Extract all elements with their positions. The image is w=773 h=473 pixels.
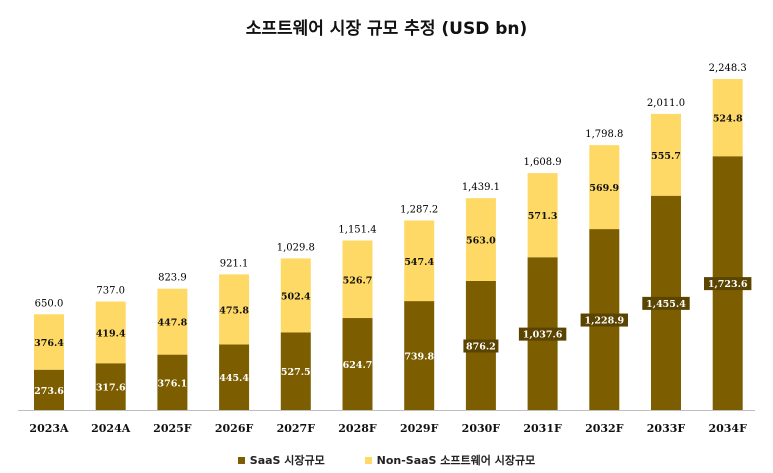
saas-value-label-2032F: 1,228.9: [584, 316, 624, 327]
legend-swatch-saas: [237, 456, 245, 464]
legend-label-saas: SaaS 시장규모: [249, 454, 325, 467]
x-tick-label-2028F: 2028F: [338, 422, 377, 435]
bar-non-saas-2033F: [651, 113, 681, 196]
bar-saas-2026F: [219, 344, 250, 410]
saas-label-box-2032F: [580, 313, 628, 327]
bar-saas-2024A: [95, 363, 126, 410]
bar-non-saas-2028F: [342, 240, 373, 319]
saas-value-label-2031F: 1,037.6: [523, 330, 563, 341]
legend-item-non-saas: Non-SaaS 소프트웨어 시장규모: [364, 452, 536, 468]
bar-non-saas-2023A: [34, 314, 64, 370]
bar-saas-2029F: [404, 301, 435, 410]
total-label-2031F: 1,608.9: [524, 157, 562, 168]
saas-value-label-2028F: 624.7: [343, 360, 373, 371]
saas-value-label-2026F: 445.4: [219, 373, 249, 384]
total-label-2023A: 650.0: [35, 298, 64, 309]
x-tick-label-2034F: 2034F: [708, 422, 747, 435]
total-label-2025F: 823.9: [158, 273, 187, 284]
total-label-2024A: 737.0: [96, 285, 125, 296]
saas-value-label-2029F: 739.8: [404, 352, 434, 363]
bar-non-saas-2034F: [712, 78, 743, 157]
x-tick-label-2026F: 2026F: [215, 422, 254, 435]
legend: SaaS 시장규모 Non-SaaS 소프트웨어 시장규모: [0, 452, 773, 468]
legend-item-saas: SaaS 시장규모: [237, 452, 325, 468]
saas-value-label-2030F: 876.2: [466, 342, 496, 353]
bar-non-saas-2026F: [219, 274, 250, 345]
bar-non-saas-2024A: [95, 301, 126, 364]
x-tick-label-2033F: 2033F: [647, 422, 686, 435]
x-tick-label-2029F: 2029F: [400, 422, 439, 435]
saas-value-label-2027F: 527.5: [281, 367, 311, 378]
saas-label-box-2030F: [463, 339, 499, 353]
total-label-2030F: 1,439.1: [462, 182, 500, 193]
saas-label-box-2031F: [518, 327, 567, 341]
saas-value-label-2034F: 1,723.6: [708, 279, 748, 290]
non-saas-value-label-2026F: 475.8: [219, 305, 249, 316]
x-tick-label-2030F: 2030F: [462, 422, 501, 435]
non-saas-value-label-2034F: 524.8: [713, 114, 743, 125]
saas-value-label-2025F: 376.1: [158, 378, 188, 389]
saas-label-box-2034F: [704, 277, 752, 291]
bar-saas-2028F: [342, 318, 373, 410]
total-label-2026F: 921.1: [220, 258, 249, 269]
non-saas-value-label-2033F: 555.7: [651, 151, 681, 162]
non-saas-value-label-2027F: 502.4: [281, 291, 311, 302]
saas-value-label-2024A: 317.6: [96, 383, 126, 394]
bar-non-saas-2025F: [157, 288, 188, 355]
x-tick-label-2027F: 2027F: [277, 422, 316, 435]
total-label-2029F: 1,287.2: [400, 204, 438, 215]
saas-value-label-2023A: 273.6: [34, 386, 64, 397]
bar-non-saas-2032F: [589, 145, 620, 230]
total-label-2033F: 2,011.0: [647, 98, 685, 109]
saas-value-label-2033F: 1,455.4: [646, 299, 686, 310]
chart-title: 소프트웨어 시장 규모 추정 (USD bn): [245, 19, 528, 39]
total-label-2032F: 1,798.8: [585, 129, 623, 140]
bar-non-saas-2031F: [527, 173, 558, 258]
total-label-2027F: 1,029.8: [277, 242, 315, 253]
x-tick-label-2024A: 2024A: [91, 422, 131, 435]
non-saas-value-label-2032F: 569.9: [589, 183, 619, 194]
non-saas-value-label-2028F: 526.7: [343, 275, 373, 286]
bar-non-saas-2029F: [404, 220, 435, 302]
non-saas-value-label-2029F: 547.4: [404, 257, 434, 268]
x-tick-label-2023A: 2023A: [29, 422, 69, 435]
saas-label-box-2033F: [642, 296, 690, 310]
non-saas-value-label-2023A: 376.4: [34, 338, 64, 349]
total-label-2028F: 1,151.4: [338, 224, 376, 235]
x-tick-label-2032F: 2032F: [585, 422, 624, 435]
legend-label-non-saas: Non-SaaS 소프트웨어 시장규모: [376, 454, 536, 467]
bar-saas-2025F: [157, 354, 188, 410]
non-saas-value-label-2030F: 563.0: [466, 236, 496, 247]
bar-saas-2027F: [280, 332, 311, 410]
bar-non-saas-2027F: [280, 258, 311, 333]
non-saas-value-label-2024A: 419.4: [96, 328, 126, 339]
bar-non-saas-2030F: [465, 198, 496, 282]
x-tick-label-2025F: 2025F: [153, 422, 192, 435]
bar-saas-2023A: [34, 369, 64, 410]
x-tick-label-2031F: 2031F: [523, 422, 562, 435]
total-label-2034F: 2,248.3: [709, 63, 747, 74]
non-saas-value-label-2031F: 571.3: [528, 211, 558, 222]
non-saas-value-label-2025F: 447.8: [158, 318, 188, 329]
legend-swatch-non-saas: [364, 456, 372, 464]
